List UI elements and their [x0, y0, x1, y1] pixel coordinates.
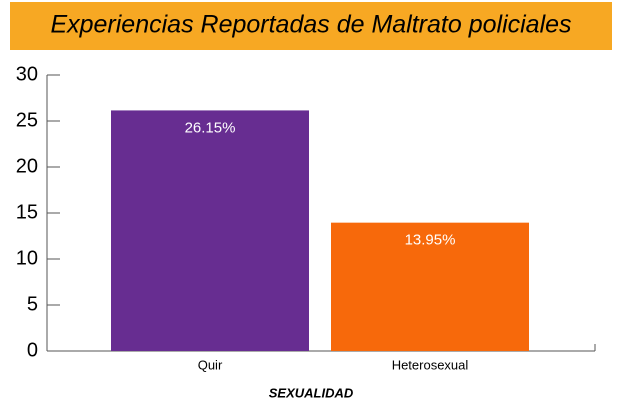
value-label: 13.95% [405, 232, 456, 249]
chart-title: Experiencias Reportadas de Maltrato poli… [50, 11, 571, 39]
value-label: 26.15% [185, 119, 236, 136]
x-tick-label: Quir [198, 357, 223, 372]
y-tick-label: 5 [27, 293, 38, 315]
y-tick-label: 10 [16, 247, 38, 269]
y-tick-label: 15 [16, 201, 38, 223]
y-tick-label: 30 [16, 63, 38, 85]
bar [111, 110, 309, 351]
title-banner [10, 2, 612, 50]
y-tick-label: 25 [16, 109, 38, 131]
x-axis-label: SEXUALIDAD [269, 385, 354, 400]
y-tick-label: 0 [27, 339, 38, 361]
y-tick-label: 20 [16, 155, 38, 177]
x-tick-label: Heterosexual [392, 357, 469, 372]
bar [331, 222, 529, 351]
